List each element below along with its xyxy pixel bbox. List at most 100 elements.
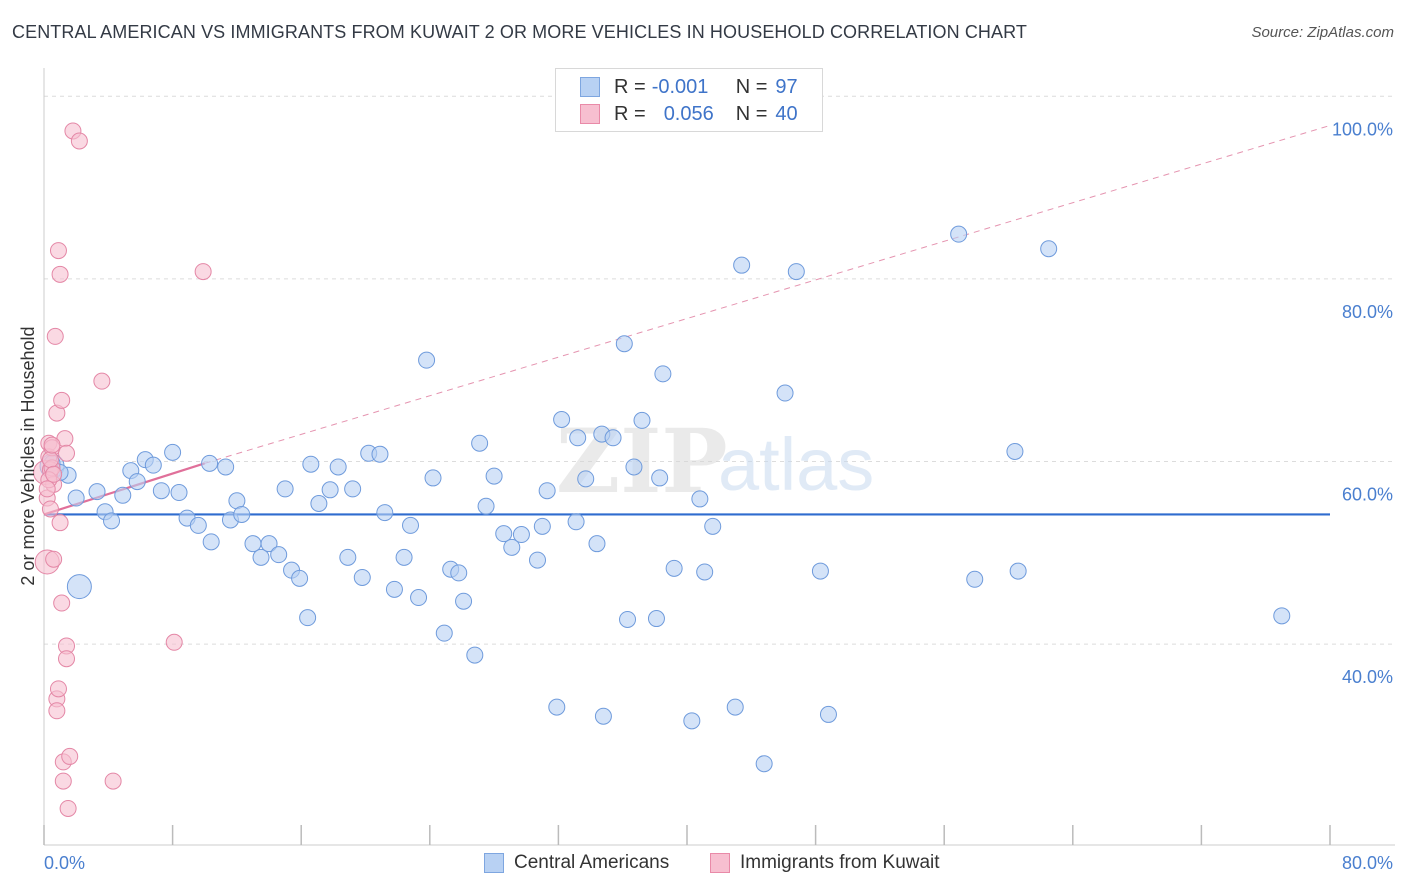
- source-label: Source: ZipAtlas.com: [1251, 24, 1394, 41]
- point-central-americans: [344, 480, 362, 498]
- legend-r-value: -0.001: [651, 75, 709, 98]
- point-central-americans: [144, 456, 162, 474]
- point-central-americans: [755, 755, 773, 773]
- legend-r-label: R =: [614, 102, 646, 125]
- point-central-americans: [201, 454, 219, 472]
- bottom-legend-label: Central Americans: [514, 852, 670, 873]
- point-kuwait: [49, 680, 67, 698]
- point-central-americans: [67, 489, 85, 507]
- point-central-americans: [1273, 607, 1291, 625]
- point-central-americans: [548, 698, 566, 716]
- point-central-americans: [553, 410, 571, 428]
- point-central-americans: [450, 564, 468, 582]
- point-central-americans: [189, 516, 207, 534]
- bottom-legend-swatch-pink: [710, 853, 730, 873]
- point-central-americans: [1040, 240, 1058, 258]
- legend-n-label: N =: [735, 102, 768, 125]
- point-central-americans: [233, 505, 251, 523]
- trend-line-kuwait-extended: [204, 125, 1331, 464]
- point-central-americans: [170, 484, 188, 502]
- point-central-americans: [260, 535, 278, 553]
- x-tick-label-min: 0.0%: [44, 853, 85, 873]
- y-tick-label: 80.0%: [1342, 302, 1393, 322]
- point-central-americans: [651, 469, 669, 487]
- point-kuwait: [41, 500, 59, 518]
- point-central-americans: [625, 458, 643, 476]
- point-central-americans: [495, 525, 513, 543]
- point-central-americans: [633, 411, 651, 429]
- point-central-americans: [811, 562, 829, 580]
- correlation-legend: R = -0.001 N = 97 R = 0.056 N = 40: [555, 68, 823, 132]
- point-central-americans: [588, 535, 606, 553]
- legend-n-value: 40: [775, 102, 798, 125]
- point-central-americans: [164, 443, 182, 461]
- point-central-americans: [966, 570, 984, 588]
- point-central-americans: [471, 434, 489, 452]
- point-central-americans: [567, 513, 585, 531]
- point-central-americans: [66, 574, 92, 600]
- point-central-americans: [114, 486, 132, 504]
- point-central-americans: [704, 517, 722, 535]
- point-kuwait: [48, 702, 66, 720]
- point-central-americans: [202, 533, 220, 551]
- point-central-americans: [402, 516, 420, 534]
- bottom-legend-kuwait: Immigrants from Kuwait: [710, 852, 940, 874]
- axes-layer: [43, 68, 1395, 846]
- point-kuwait: [45, 465, 63, 483]
- point-central-americans: [385, 580, 403, 598]
- points-layer: [33, 122, 1291, 817]
- point-central-americans: [339, 548, 357, 566]
- point-central-americans: [485, 467, 503, 485]
- legend-r-label: R =: [614, 75, 646, 98]
- point-central-americans: [418, 351, 436, 369]
- point-kuwait: [165, 633, 183, 651]
- point-kuwait: [49, 242, 67, 260]
- point-kuwait: [58, 444, 76, 462]
- point-central-americans: [310, 495, 328, 513]
- grid-layer: 40.0% 60.0% 80.0% 100.0%: [44, 95, 1395, 687]
- y-tick-label: 100.0%: [1332, 119, 1393, 139]
- legend-row-kuwait: R = 0.056 N = 40: [580, 102, 798, 126]
- point-central-americans: [569, 429, 587, 447]
- point-central-americans: [128, 473, 146, 491]
- point-central-americans: [1009, 562, 1027, 580]
- bottom-legend-label: Immigrants from Kuwait: [740, 852, 940, 873]
- point-central-americans: [299, 609, 317, 627]
- bottom-legend-swatch-blue: [484, 853, 504, 873]
- point-kuwait: [194, 263, 212, 281]
- point-central-americans: [696, 563, 714, 581]
- point-central-americans: [529, 551, 547, 569]
- point-central-americans: [512, 526, 530, 544]
- y-tick-label: 40.0%: [1342, 667, 1393, 687]
- watermark-atlas: atlas: [718, 423, 874, 506]
- watermark: ZIP atlas: [556, 409, 874, 513]
- legend-swatch-pink: [580, 104, 600, 124]
- point-central-americans: [302, 455, 320, 473]
- point-central-americans: [371, 445, 389, 463]
- x-tick-label-max: 80.0%: [1342, 853, 1393, 873]
- legend-n-label: N =: [735, 75, 768, 98]
- point-kuwait: [93, 372, 111, 390]
- point-kuwait: [54, 772, 72, 790]
- point-central-americans: [217, 458, 235, 476]
- y-tick-label: 60.0%: [1342, 485, 1393, 505]
- point-central-americans: [594, 707, 612, 725]
- point-central-americans: [395, 548, 413, 566]
- point-central-americans: [615, 335, 633, 353]
- chart-title: CENTRAL AMERICAN VS IMMIGRANTS FROM KUWA…: [12, 22, 1027, 42]
- point-central-americans: [88, 483, 106, 501]
- point-kuwait: [53, 391, 71, 409]
- point-central-americans: [691, 490, 709, 508]
- point-central-americans: [435, 624, 453, 642]
- point-kuwait: [46, 327, 64, 345]
- point-kuwait: [58, 650, 76, 668]
- point-central-americans: [410, 589, 428, 607]
- point-kuwait: [43, 436, 61, 454]
- point-central-americans: [533, 517, 551, 535]
- point-central-americans: [477, 497, 495, 515]
- point-central-americans: [321, 481, 339, 499]
- point-kuwait: [59, 799, 77, 817]
- point-central-americans: [329, 458, 347, 476]
- legend-swatch-blue: [580, 77, 600, 97]
